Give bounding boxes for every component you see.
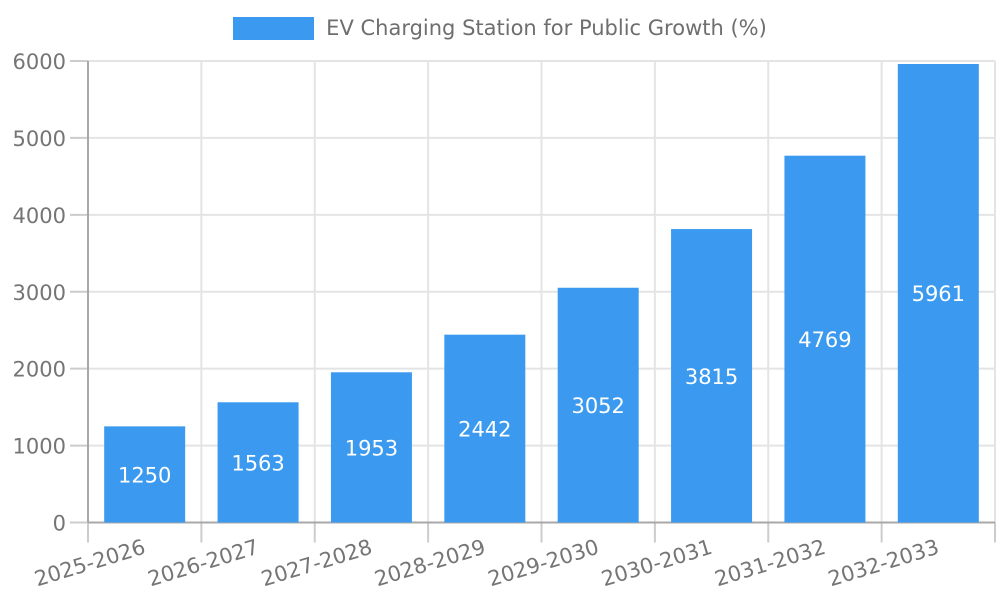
- chart-legend-item[interactable]: EV Charging Station for Public Growth (%…: [0, 17, 1000, 40]
- bar-value-label: 1563: [231, 451, 284, 475]
- bar-value-label: 1953: [345, 436, 398, 460]
- y-tick-label: 0: [53, 512, 66, 536]
- bar-value-label: 3052: [571, 394, 624, 418]
- legend-swatch: [233, 17, 315, 40]
- bar-value-label: 2442: [458, 418, 511, 442]
- x-tick-label: 2027-2028: [258, 535, 374, 591]
- y-tick-label: 6000: [13, 50, 66, 74]
- bar[interactable]: [557, 287, 639, 523]
- bar[interactable]: [330, 372, 412, 523]
- bar[interactable]: [671, 229, 753, 523]
- bar-value-label: 1250: [118, 463, 171, 487]
- x-tick-label: 2032-2033: [825, 535, 941, 591]
- x-tick-label: 2026-2027: [145, 535, 261, 591]
- bar[interactable]: [897, 63, 979, 523]
- bar[interactable]: [784, 155, 866, 523]
- bar-value-label: 5961: [912, 282, 965, 306]
- bar[interactable]: [217, 402, 299, 523]
- y-tick-label: 4000: [13, 204, 66, 228]
- x-tick-label: 2031-2032: [712, 535, 828, 591]
- x-tick-label: 2025-2026: [32, 535, 148, 591]
- bar[interactable]: [104, 426, 186, 523]
- y-tick-label: 2000: [13, 358, 66, 382]
- x-tick-label: 2028-2029: [372, 535, 488, 591]
- bar[interactable]: [444, 334, 526, 523]
- y-tick-label: 1000: [13, 435, 66, 459]
- x-tick-label: 2029-2030: [485, 535, 601, 591]
- bar-value-label: 4769: [798, 328, 851, 352]
- legend-label: EV Charging Station for Public Growth (%…: [326, 16, 767, 40]
- y-tick-label: 3000: [13, 281, 66, 305]
- y-tick-label: 5000: [13, 127, 66, 151]
- x-tick-label: 2030-2031: [599, 535, 715, 591]
- bar-value-label: 3815: [685, 365, 738, 389]
